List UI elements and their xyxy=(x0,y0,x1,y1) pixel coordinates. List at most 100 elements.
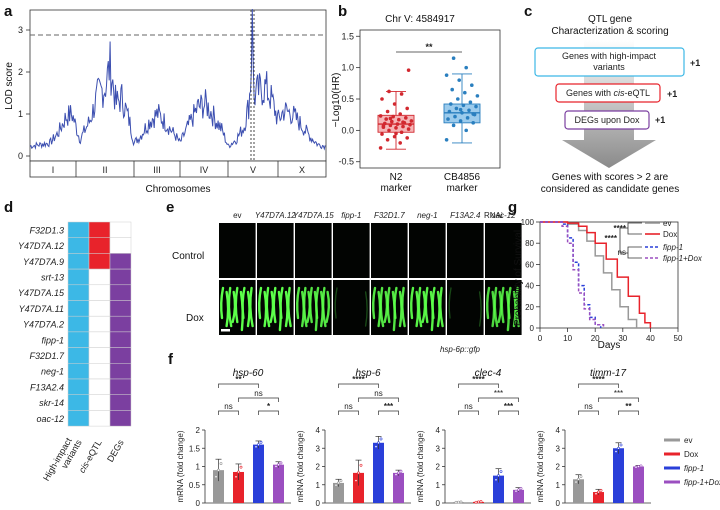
box-point xyxy=(406,68,411,72)
heatmap-cells xyxy=(67,221,132,427)
heatmap-cell xyxy=(109,347,132,364)
box-point xyxy=(454,106,459,111)
gfp-worm xyxy=(424,286,429,324)
box-point xyxy=(399,92,404,96)
replicate-point xyxy=(574,480,578,484)
chromosome-II: II xyxy=(102,165,107,175)
gfp-worm xyxy=(296,286,301,320)
box-y-tick-label: -0.5 xyxy=(338,157,354,167)
replicate-point xyxy=(237,470,240,474)
replicate-point xyxy=(357,471,360,475)
box-point xyxy=(456,97,460,101)
replicate-point xyxy=(339,479,343,483)
col-label-cis-post: -eQTL xyxy=(82,438,103,465)
replicate-point xyxy=(359,463,363,467)
bar xyxy=(213,470,224,503)
bar-plot-tick-label: 4 xyxy=(316,426,321,435)
survival-x-tick-label: 20 xyxy=(591,334,600,343)
replicate-point xyxy=(459,500,463,504)
gfp-worm xyxy=(386,286,391,324)
replicate-point xyxy=(639,464,643,468)
scoring-conclusion-2: considered as candidate genes xyxy=(541,184,679,195)
box-point xyxy=(453,114,457,119)
gfp-worm xyxy=(334,287,338,319)
box-y-tick-label: 1.0 xyxy=(341,63,354,73)
chromosome-dividers xyxy=(75,161,279,177)
bar xyxy=(393,472,404,503)
gfp-worm xyxy=(220,286,225,320)
gene-label: fipp-1 xyxy=(41,335,64,345)
sig-bracket-fipp-fippdox xyxy=(478,397,519,402)
bar xyxy=(593,492,604,503)
bar xyxy=(513,489,524,503)
box-point xyxy=(405,136,410,140)
microscopy-control-image xyxy=(333,223,370,278)
box-point xyxy=(464,128,469,133)
replicate-point xyxy=(457,500,460,504)
heatmap-cell xyxy=(67,394,90,411)
sig-label-ev-dox: **** xyxy=(592,375,605,384)
microscopy-column-header: oac-12 xyxy=(491,211,516,220)
legend-label: ev xyxy=(684,436,692,445)
gene-label: F13A2.4 xyxy=(30,382,64,392)
gfp-worm xyxy=(325,290,331,324)
lod-y-label: LOD score xyxy=(4,62,15,110)
heatmap-column-labels: High-impact variants cis-eQTL DEGs xyxy=(41,436,126,483)
box-point xyxy=(451,123,456,128)
box-point xyxy=(444,137,449,142)
box-point xyxy=(405,106,410,111)
gfp-worm xyxy=(379,286,385,328)
bar-plot-tick-label: 2 xyxy=(196,426,201,435)
box-y-ticks: -0.5 0.0 0.5 1.0 1.5 xyxy=(338,31,360,167)
heatmap-cell xyxy=(67,300,90,317)
box-point xyxy=(392,134,397,139)
legend-ev: ev xyxy=(663,219,671,228)
survival-frame xyxy=(539,221,679,329)
replicate-point xyxy=(597,490,600,494)
replicate-point xyxy=(379,437,383,441)
replicate-point xyxy=(519,487,523,490)
sig-bracket-dox-fippdox xyxy=(258,410,279,415)
replicate-point xyxy=(277,463,280,467)
chromosome-I: I xyxy=(52,165,55,175)
gfp-worm xyxy=(315,286,320,320)
criteria-box-high-impact xyxy=(534,47,685,77)
sig-label-fipp-fippdox: *** xyxy=(614,389,623,398)
panel-label-f: f xyxy=(168,351,174,368)
replicate-point xyxy=(274,465,278,468)
sig-bracket-ev-fipp xyxy=(218,410,239,415)
scoring-conclusion-1: Genes with scores > 2 are xyxy=(552,172,669,183)
gfp-worm xyxy=(302,286,308,328)
microscopy-dox-image xyxy=(333,280,370,335)
heatmap-cell xyxy=(88,394,111,411)
survival-y-tick-label: 40 xyxy=(525,282,534,291)
heatmap-cell xyxy=(67,253,90,270)
gfp-worm xyxy=(258,286,263,320)
box-sig-label: ** xyxy=(425,42,433,52)
lod-tick-2: 2 xyxy=(18,67,23,77)
sig-bracket-ev-dox xyxy=(578,383,619,388)
heatmap-cell xyxy=(88,331,111,348)
replicate-point xyxy=(517,488,520,492)
microscopy-control-image xyxy=(257,223,294,278)
box-y-label: −Log10(HR) xyxy=(331,73,342,128)
survival-x-tick-label: 10 xyxy=(563,334,572,343)
box-point xyxy=(468,100,473,104)
gene-label: Y47D7A.11 xyxy=(19,304,64,314)
bar xyxy=(273,464,284,503)
heatmap-cell xyxy=(67,284,90,301)
box-point xyxy=(460,111,464,115)
heatmap-cell xyxy=(88,347,111,364)
sig-bracket-ev-dox xyxy=(218,383,259,388)
bar xyxy=(353,472,364,503)
lod-x-label: Chromosomes xyxy=(145,184,210,195)
gfp-worm xyxy=(249,286,254,328)
box-point xyxy=(463,90,467,95)
sig-bracket-dox-fippdox xyxy=(618,410,639,415)
replicate-point xyxy=(499,470,503,473)
gfp-worm xyxy=(265,286,271,328)
survival-ticks: 0 20 40 60 80 100 0 10 20 30 40 50 xyxy=(521,218,683,343)
microscopy-control-image xyxy=(295,223,332,278)
